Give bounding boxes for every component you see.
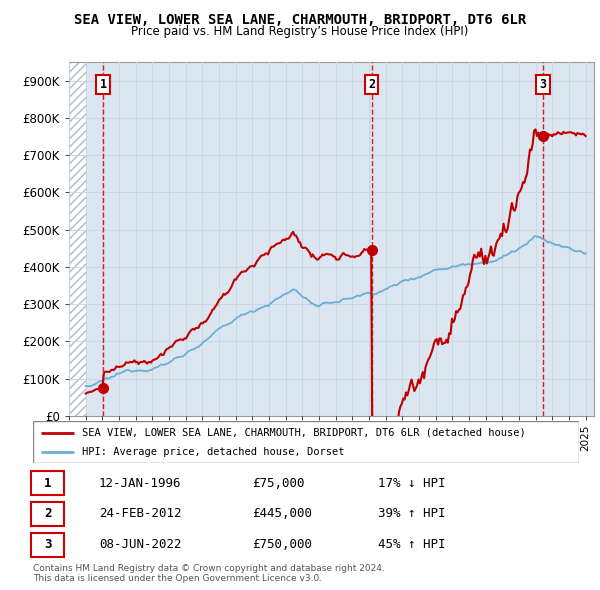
Text: 08-JUN-2022: 08-JUN-2022 — [99, 538, 182, 551]
Text: 1: 1 — [44, 477, 52, 490]
Text: Contains HM Land Registry data © Crown copyright and database right 2024.
This d: Contains HM Land Registry data © Crown c… — [33, 563, 385, 583]
Text: 2: 2 — [44, 507, 52, 520]
Text: 1: 1 — [100, 78, 107, 91]
Text: SEA VIEW, LOWER SEA LANE, CHARMOUTH, BRIDPORT, DT6 6LR (detached house): SEA VIEW, LOWER SEA LANE, CHARMOUTH, BRI… — [82, 428, 526, 438]
Bar — [69, 62, 86, 416]
Text: 45% ↑ HPI: 45% ↑ HPI — [378, 538, 445, 551]
Text: £750,000: £750,000 — [252, 538, 312, 551]
Text: £445,000: £445,000 — [252, 507, 312, 520]
Text: 12-JAN-1996: 12-JAN-1996 — [99, 477, 182, 490]
Text: £75,000: £75,000 — [252, 477, 305, 490]
Text: 3: 3 — [539, 78, 547, 91]
Text: 24-FEB-2012: 24-FEB-2012 — [99, 507, 182, 520]
Text: Price paid vs. HM Land Registry’s House Price Index (HPI): Price paid vs. HM Land Registry’s House … — [131, 25, 469, 38]
Text: SEA VIEW, LOWER SEA LANE, CHARMOUTH, BRIDPORT, DT6 6LR: SEA VIEW, LOWER SEA LANE, CHARMOUTH, BRI… — [74, 13, 526, 27]
Text: 3: 3 — [44, 538, 52, 551]
Text: 39% ↑ HPI: 39% ↑ HPI — [378, 507, 445, 520]
Text: 17% ↓ HPI: 17% ↓ HPI — [378, 477, 445, 490]
Text: 2: 2 — [368, 78, 375, 91]
Text: HPI: Average price, detached house, Dorset: HPI: Average price, detached house, Dors… — [82, 447, 344, 457]
